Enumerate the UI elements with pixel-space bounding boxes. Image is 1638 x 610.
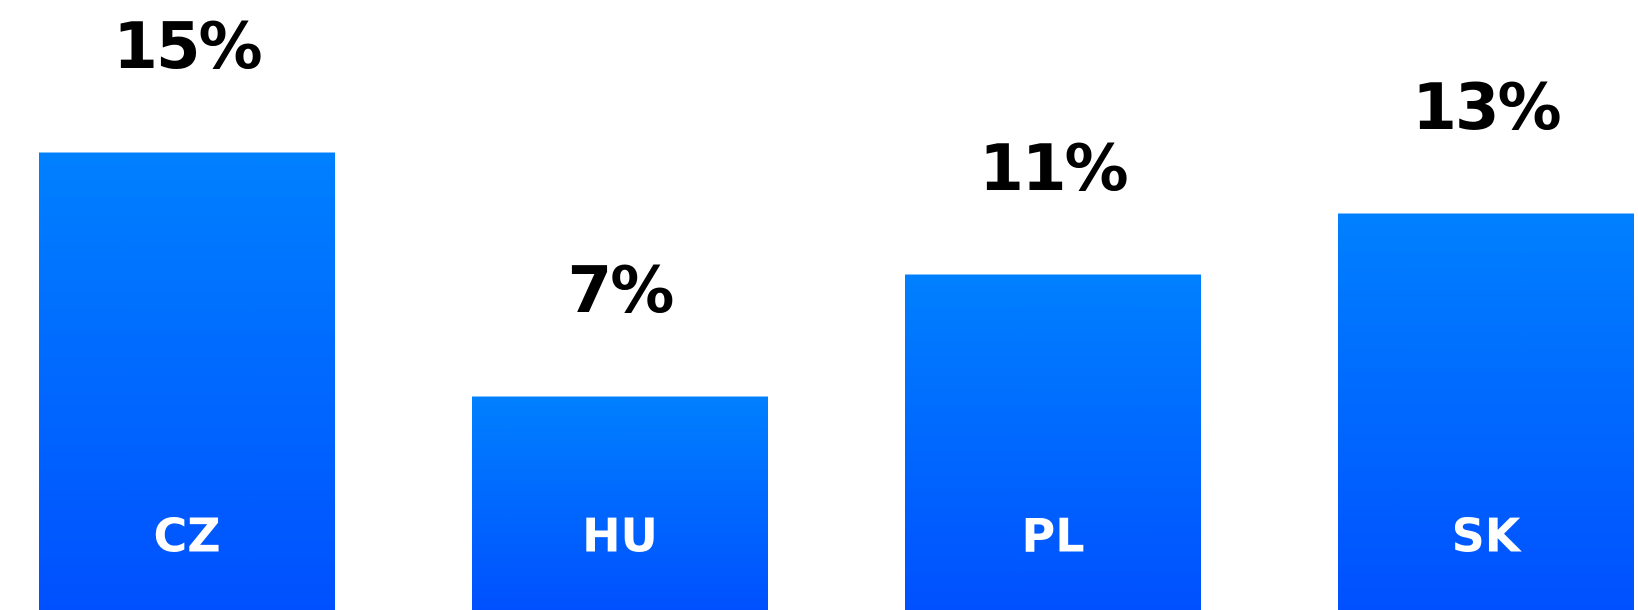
category-label: SK <box>1452 509 1523 563</box>
bar <box>472 396 768 610</box>
category-label: CZ <box>153 509 220 563</box>
value-label: 15% <box>113 10 261 84</box>
value-label: 11% <box>979 132 1127 206</box>
value-label: 13% <box>1412 71 1560 145</box>
bar <box>1338 213 1634 610</box>
bar <box>39 152 335 610</box>
category-label: HU <box>582 509 658 563</box>
bar <box>905 274 1201 610</box>
category-label: PL <box>1021 509 1084 563</box>
value-label: 7% <box>568 254 674 328</box>
